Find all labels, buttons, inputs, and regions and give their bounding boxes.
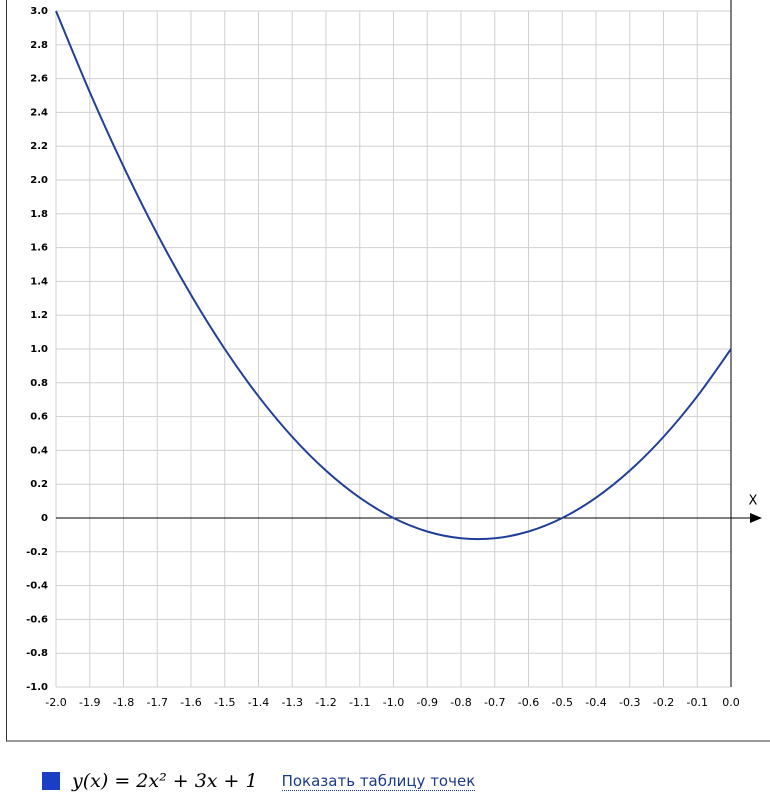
chart: -2.0 -1.9 -1.8 -1.7 -1.6 -1.5 -1.4 -1.3 -1.2 -1.1… <box>6 0 770 742</box>
y-tick-label: 2.8 <box>30 40 48 51</box>
y-tick-label: 0.2 <box>30 479 48 490</box>
x-tick-label: -1.5 <box>214 696 235 709</box>
y-tick-label: -0.8 <box>26 648 48 659</box>
y-tick-label: 2.2 <box>30 141 48 152</box>
y-tick-label: 1.8 <box>30 209 48 220</box>
x-tick-label: -1.4 <box>248 696 269 709</box>
legend-label: y(x) = 2x² + 3x + 1 <box>72 770 258 792</box>
y-tick-label: 0.6 <box>30 412 48 423</box>
x-tick-label: -0.8 <box>450 696 471 709</box>
x-tick-label: -0.6 <box>518 696 539 709</box>
y-tick-label: -0.4 <box>26 581 48 592</box>
x-tick-label: -1.8 <box>113 696 134 709</box>
y-tick-label: 0 <box>41 513 48 524</box>
x-tick-label: -1.2 <box>315 696 336 709</box>
x-tick-label: -1.0 <box>383 696 404 709</box>
x-tick-label: -0.7 <box>484 696 505 709</box>
y-tick-label: 1.6 <box>30 243 48 254</box>
x-tick-label: -1.6 <box>180 696 201 709</box>
x-tick-label: -0.5 <box>552 696 573 709</box>
x-tick-label: -1.9 <box>79 696 100 709</box>
x-tick-label: -0.1 <box>687 696 708 709</box>
x-tick-label: -1.3 <box>282 696 303 709</box>
x-tick-label: -2.0 <box>45 696 66 709</box>
y-tick-label: 0.4 <box>30 445 48 456</box>
function-curve <box>55 10 732 541</box>
legend-swatch <box>42 772 60 790</box>
chart-frame <box>6 0 770 742</box>
y-tick-label: -0.6 <box>26 614 48 625</box>
y-tick-label: 2.0 <box>30 175 48 186</box>
y-tick-label: 1.4 <box>30 276 48 287</box>
x-tick-label: -1.7 <box>147 696 168 709</box>
x-tick-label: -1.1 <box>349 696 370 709</box>
x-tick-label: -0.4 <box>585 696 606 709</box>
table-link[interactable]: Показать таблицу точек <box>281 771 476 791</box>
y-tick-label: 3.0 <box>30 6 48 17</box>
x-tick-label: -0.2 <box>653 696 674 709</box>
legend: y(x) = 2x² + 3x + 1 Показать таблицу точ… <box>42 770 476 792</box>
y-tick-label: 1.2 <box>30 310 48 321</box>
y-tick-label: 2.6 <box>30 74 48 85</box>
x-axis-arrow <box>750 513 762 523</box>
x-tick-label: 0.0 <box>722 696 740 709</box>
x-axis-label: X <box>749 494 758 509</box>
y-tick-label: -1.0 <box>26 682 48 693</box>
y-tick-label: 2.4 <box>30 107 48 118</box>
x-tick-label: -0.3 <box>619 696 640 709</box>
y-tick-label: 0.8 <box>30 378 48 389</box>
y-tick-label: 1.0 <box>30 344 48 355</box>
y-tick-label: -0.2 <box>26 547 48 558</box>
x-tick-label: -0.9 <box>417 696 438 709</box>
